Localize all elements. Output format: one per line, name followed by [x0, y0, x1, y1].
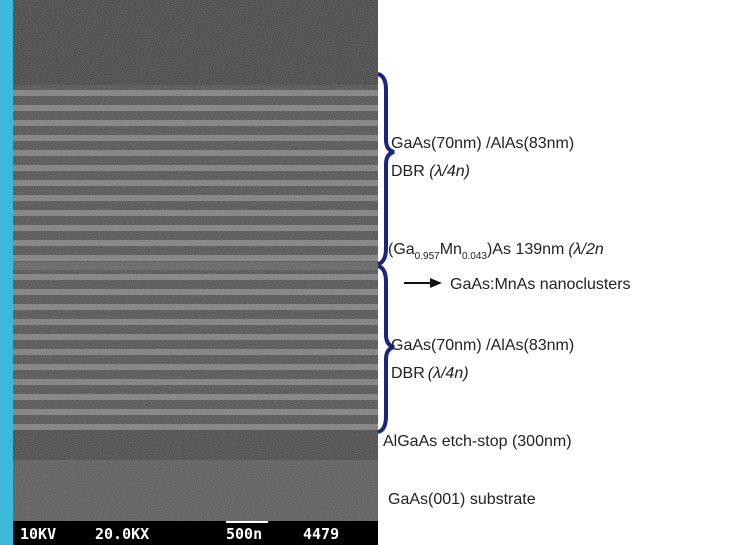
dbr-stripe — [13, 364, 378, 370]
dbr-stripe — [13, 319, 378, 325]
label: (Ga — [388, 241, 415, 258]
dbr-stripe — [13, 105, 378, 111]
dbr-stripe — [13, 304, 378, 310]
image-id: 4479 — [303, 525, 339, 543]
side-strip — [0, 0, 13, 545]
label: GaAs(70nm) /AlAs(83nm) — [391, 135, 574, 152]
label: GaAs(70nm) /AlAs(83nm) — [391, 337, 574, 354]
label: )As 139nm — [487, 241, 564, 258]
label: DBR — [391, 365, 425, 382]
dbr-stripe — [13, 150, 378, 156]
dbr-stripe — [13, 240, 378, 246]
voltage: 10KV — [20, 525, 56, 543]
dbr-stripe — [13, 274, 378, 280]
dbr-stripe — [13, 135, 378, 141]
dbr-stripe — [13, 180, 378, 186]
dbr-stripe — [13, 165, 378, 171]
dbr-stripe — [13, 349, 378, 355]
etch-stop-layer — [13, 430, 378, 460]
dbr-stripe — [13, 379, 378, 385]
figure: 10KV 20.0KX 500n 4479 GaAs(70nm) /AlAs(8… — [0, 0, 733, 545]
label: DBR (λ/4n) — [391, 163, 470, 180]
dbr-stripe — [13, 262, 378, 270]
dbr-stripe — [13, 334, 378, 340]
label: (λ/4n) — [428, 365, 469, 382]
dbr-stripe — [13, 90, 378, 96]
label: GaAs:MnAs nanoclusters — [450, 276, 631, 293]
dbr-stripe — [13, 424, 378, 430]
dbr-stripe — [13, 120, 378, 126]
label: (λ/4n) — [429, 163, 470, 180]
sem-image — [13, 0, 378, 545]
label: (Ga0.957Mn0.043)As 139nm(λ/2n — [388, 241, 604, 262]
substrate-layer — [13, 460, 378, 522]
dbr-stripe — [13, 210, 378, 216]
magnification: 20.0KX — [95, 525, 149, 543]
label: 0.043 — [462, 251, 487, 262]
page: 10KV 20.0KX 500n 4479 GaAs(70nm) /AlAs(8… — [0, 0, 733, 545]
label: DBR — [391, 163, 429, 180]
dbr-stripe — [13, 409, 378, 415]
dbr-stripe — [13, 394, 378, 400]
dbr-stripe — [13, 255, 378, 261]
label: (λ/2n — [568, 241, 604, 258]
label: Mn — [440, 241, 462, 258]
label: 0.957 — [415, 251, 440, 262]
scale: 500n — [226, 525, 262, 543]
dbr-stripe — [13, 289, 378, 295]
dbr-stripe — [13, 225, 378, 231]
label: AlGaAs etch-stop (300nm) — [383, 433, 572, 450]
arrow-head — [430, 278, 442, 288]
dbr-stripe — [13, 195, 378, 201]
label: DBR(λ/4n) — [391, 365, 469, 382]
label: GaAs(001) substrate — [388, 491, 536, 508]
